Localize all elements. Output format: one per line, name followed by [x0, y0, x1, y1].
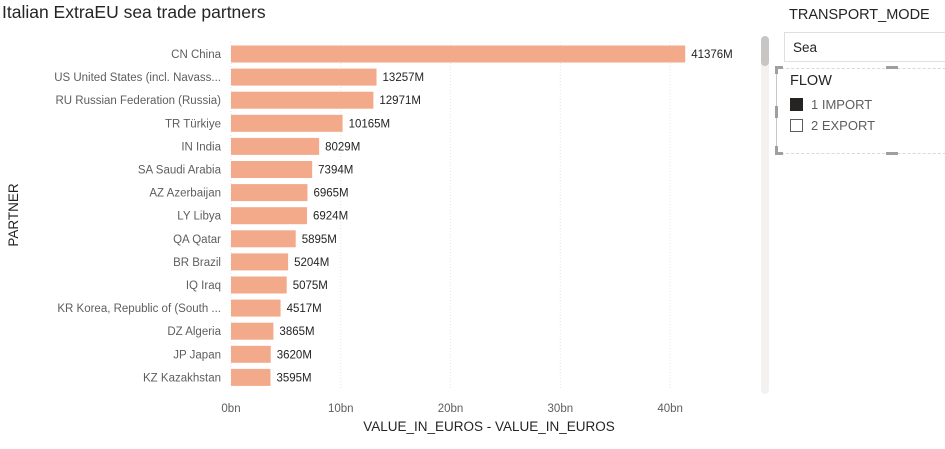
category-labels: CN China US United States (incl. Navass..…: [54, 49, 221, 384]
flow-slicer-title: FLOW: [790, 73, 832, 89]
flow-item-label: 1 IMPORT: [811, 96, 873, 112]
y-axis-title: PARTNER: [6, 183, 21, 247]
x-tick-label: 0bn: [221, 403, 240, 415]
category-label: QA Qatar: [173, 234, 221, 246]
category-label: US United States (incl. Navass...: [54, 72, 221, 84]
x-axis-title: VALUE_IN_EUROS - VALUE_IN_EUROS: [363, 419, 615, 434]
bar[interactable]: [231, 45, 686, 63]
data-label: 6924M: [313, 211, 348, 223]
data-label: 10165M: [349, 118, 391, 130]
category-label: KR Korea, Republic of (South ...: [57, 303, 221, 315]
bar[interactable]: [231, 114, 343, 132]
bar[interactable]: [231, 184, 308, 202]
transport-mode-value: Sea: [793, 40, 818, 55]
data-label: 13257M: [383, 72, 425, 84]
category-label: CN China: [171, 49, 221, 61]
data-label: 8029M: [325, 141, 360, 153]
category-label: BR Brazil: [173, 257, 221, 269]
data-label: 5204M: [294, 257, 329, 269]
transport-mode-dropdown[interactable]: Sea: [784, 32, 945, 62]
export-checkbox[interactable]: [790, 118, 803, 132]
category-label: TR Türkiye: [165, 118, 221, 130]
category-label: JP Japan: [173, 349, 221, 361]
bar[interactable]: [231, 253, 289, 271]
data-label: 41376M: [691, 49, 733, 61]
category-label: IQ Iraq: [186, 280, 221, 292]
bar[interactable]: [231, 91, 374, 109]
category-label: LY Libya: [177, 211, 221, 223]
chart-title: Italian ExtraEU sea trade partners: [2, 2, 266, 22]
data-label: 5895M: [302, 234, 337, 246]
chart-scrollbar-track[interactable]: [761, 36, 769, 394]
resize-handle-top-left-h[interactable]: [775, 66, 783, 69]
data-label: 4517M: [287, 303, 322, 315]
bar[interactable]: [231, 230, 296, 248]
bar-chart: CN China US United States (incl. Navass..…: [6, 42, 733, 434]
resize-handle-top-left[interactable]: [775, 66, 778, 74]
data-label: 7394M: [318, 165, 353, 177]
data-label: 12971M: [379, 95, 421, 107]
bar[interactable]: [231, 368, 271, 386]
bar[interactable]: [231, 137, 320, 155]
flow-item-export[interactable]: 2 EXPORT: [790, 116, 875, 134]
resize-handle-middle-left[interactable]: [775, 106, 778, 118]
resize-handle-bottom-middle[interactable]: [886, 152, 898, 155]
category-label: DZ Algeria: [167, 326, 221, 338]
bar[interactable]: [231, 322, 274, 340]
x-tick-label: 20bn: [438, 403, 464, 415]
value-labels: 41376M 13257M 12971M 10165M 8029M 7394M 6965M 6…: [276, 49, 732, 384]
x-tick-labels: 0bn 10bn 20bn 30bn 40bn: [221, 403, 683, 415]
x-tick-label: 10bn: [328, 403, 354, 415]
x-tick-label: 40bn: [657, 403, 683, 415]
category-label: AZ Azerbaijan: [149, 188, 221, 200]
resize-handle-bottom-left[interactable]: [775, 146, 778, 154]
category-label: SA Saudi Arabia: [138, 165, 222, 177]
data-label: 3595M: [276, 372, 311, 384]
resize-handle-top-middle[interactable]: [886, 66, 898, 69]
bar[interactable]: [231, 299, 281, 317]
data-label: 3620M: [277, 349, 312, 361]
bar[interactable]: [231, 68, 377, 86]
bar[interactable]: [231, 345, 271, 363]
import-checkbox[interactable]: [790, 97, 803, 111]
bars: [231, 45, 686, 386]
bar[interactable]: [231, 276, 287, 294]
data-label: 3865M: [279, 326, 314, 338]
data-label: 6965M: [313, 188, 348, 200]
flow-item-import[interactable]: 1 IMPORT: [790, 95, 872, 113]
category-label: KZ Kazakhstan: [143, 372, 221, 384]
transport-mode-slicer-title: TRANSPORT_MODE: [789, 7, 930, 23]
bar[interactable]: [231, 161, 313, 178]
category-label: RU Russian Federation (Russia): [55, 95, 221, 107]
category-label: IN India: [181, 141, 221, 153]
data-label: 5075M: [293, 280, 328, 292]
chart-scrollbar-thumb[interactable]: [761, 36, 769, 66]
x-tick-label: 30bn: [548, 403, 574, 415]
resize-handle-bottom-left-h[interactable]: [775, 152, 783, 155]
bar[interactable]: [231, 207, 308, 225]
flow-item-label: 2 EXPORT: [811, 117, 876, 133]
